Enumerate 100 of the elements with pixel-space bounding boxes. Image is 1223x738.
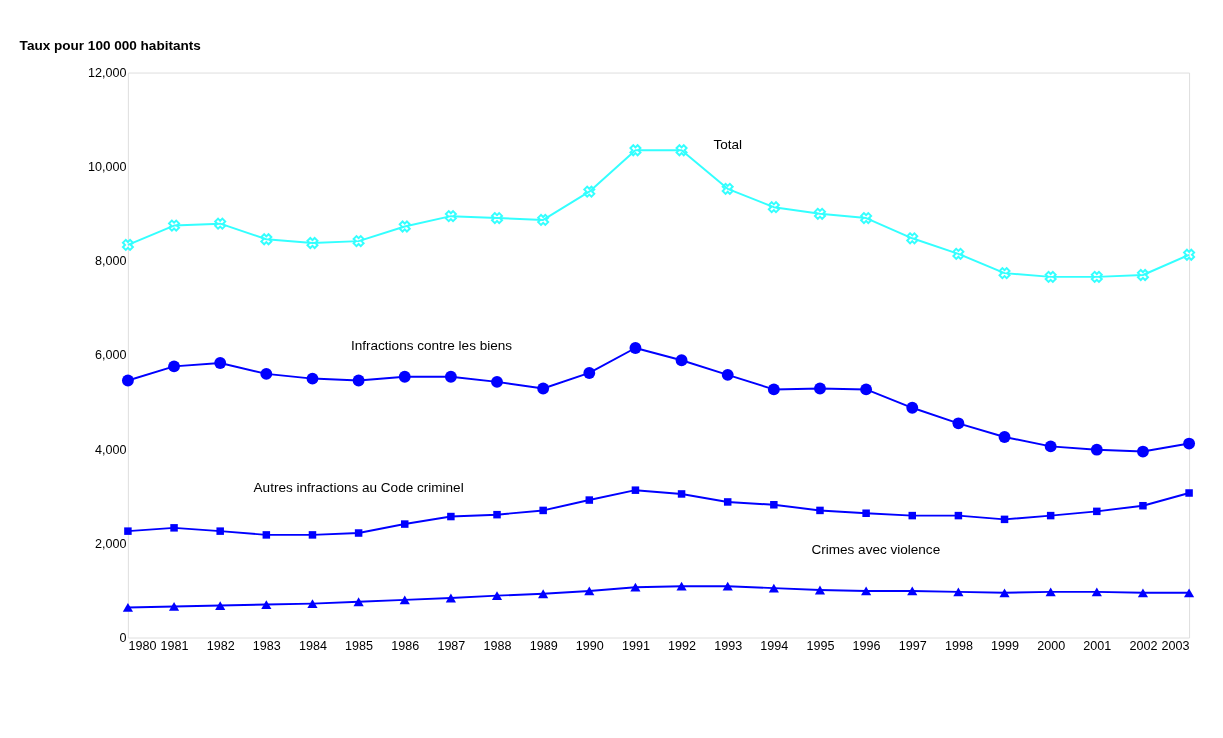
point (306, 372, 319, 385)
point (1139, 501, 1147, 510)
point (1136, 269, 1149, 282)
point (584, 586, 595, 596)
point (721, 182, 734, 195)
x-tick-label: 1997 (898, 638, 927, 653)
x-tick-label: 1992 (668, 638, 697, 653)
point (261, 600, 272, 609)
point (677, 490, 686, 498)
point (723, 498, 732, 506)
point (767, 201, 780, 214)
x-tick-label: 1981 (160, 638, 189, 653)
series-label: Infractions contre les biens (350, 337, 513, 353)
point (354, 529, 363, 537)
point (1044, 440, 1057, 453)
point (1045, 587, 1056, 597)
y-tick-label: 8,000 (94, 254, 127, 269)
x-tick-label: 1987 (437, 638, 466, 653)
point (770, 501, 778, 509)
point (491, 212, 504, 225)
point (538, 589, 549, 599)
point (629, 342, 642, 354)
point (722, 581, 733, 591)
x-tick-label: 2002 (1129, 638, 1158, 653)
x-tick-label: 1991 (621, 638, 650, 653)
point (214, 357, 227, 369)
point (862, 509, 870, 517)
x-tick-label: 1980 (128, 638, 157, 653)
point (539, 506, 547, 515)
y-tick-label: 12,000 (87, 65, 127, 80)
point (998, 431, 1011, 443)
point (121, 374, 134, 387)
point (906, 232, 919, 245)
point (260, 367, 273, 380)
y-tick-label: 6,000 (94, 348, 127, 363)
point (1090, 270, 1103, 283)
point (168, 602, 180, 611)
point (307, 599, 318, 609)
point (306, 237, 319, 249)
x-tick-label: 2003 (1161, 638, 1190, 653)
point (998, 267, 1011, 280)
point (583, 185, 596, 198)
point (260, 233, 273, 246)
point (1137, 445, 1149, 458)
point (861, 586, 872, 596)
point (537, 382, 550, 395)
x-tick-label: 1994 (760, 638, 789, 653)
point (721, 368, 734, 381)
point (1183, 437, 1196, 450)
point (999, 588, 1010, 598)
point (214, 217, 227, 230)
point (631, 486, 640, 494)
point (583, 367, 596, 379)
x-tick-label: 1982 (206, 638, 235, 653)
point (398, 370, 411, 383)
point (952, 417, 965, 430)
point (676, 581, 687, 591)
point (860, 212, 873, 225)
point (122, 603, 133, 612)
x-tick-label: 1984 (298, 638, 327, 653)
point (352, 235, 365, 248)
point (630, 582, 641, 592)
y-axis-title: Taux pour 100 000 habitants (19, 38, 201, 54)
point (352, 374, 365, 387)
point (814, 585, 826, 595)
point (768, 583, 779, 593)
point (1044, 270, 1057, 283)
x-tick-label: 1985 (345, 638, 374, 653)
point (1184, 588, 1195, 598)
point (675, 354, 688, 367)
x-tick-label: 1993 (714, 638, 743, 653)
point (491, 591, 503, 601)
point (216, 527, 224, 535)
point (814, 382, 826, 395)
point (168, 219, 181, 232)
point (491, 375, 503, 388)
point (124, 527, 132, 535)
x-tick-label: 1998 (944, 638, 973, 653)
point (953, 587, 964, 597)
point (1185, 489, 1193, 497)
point (168, 360, 180, 373)
point (215, 601, 226, 610)
x-tick-label: 2000 (1037, 638, 1066, 653)
point (813, 207, 826, 220)
point (493, 510, 501, 519)
point (816, 506, 824, 515)
point (906, 401, 919, 414)
point (121, 238, 134, 251)
x-tick-label: 1988 (483, 638, 512, 653)
point (308, 531, 317, 539)
point (1137, 588, 1149, 598)
text: Crimes avec violence (811, 542, 941, 558)
point (262, 531, 271, 539)
point (860, 383, 873, 396)
point (444, 210, 457, 223)
x-tick-label: 1999 (991, 638, 1020, 653)
point (398, 220, 411, 233)
y-tick-label: 4,000 (94, 442, 127, 457)
point (537, 213, 550, 226)
point (675, 144, 688, 157)
